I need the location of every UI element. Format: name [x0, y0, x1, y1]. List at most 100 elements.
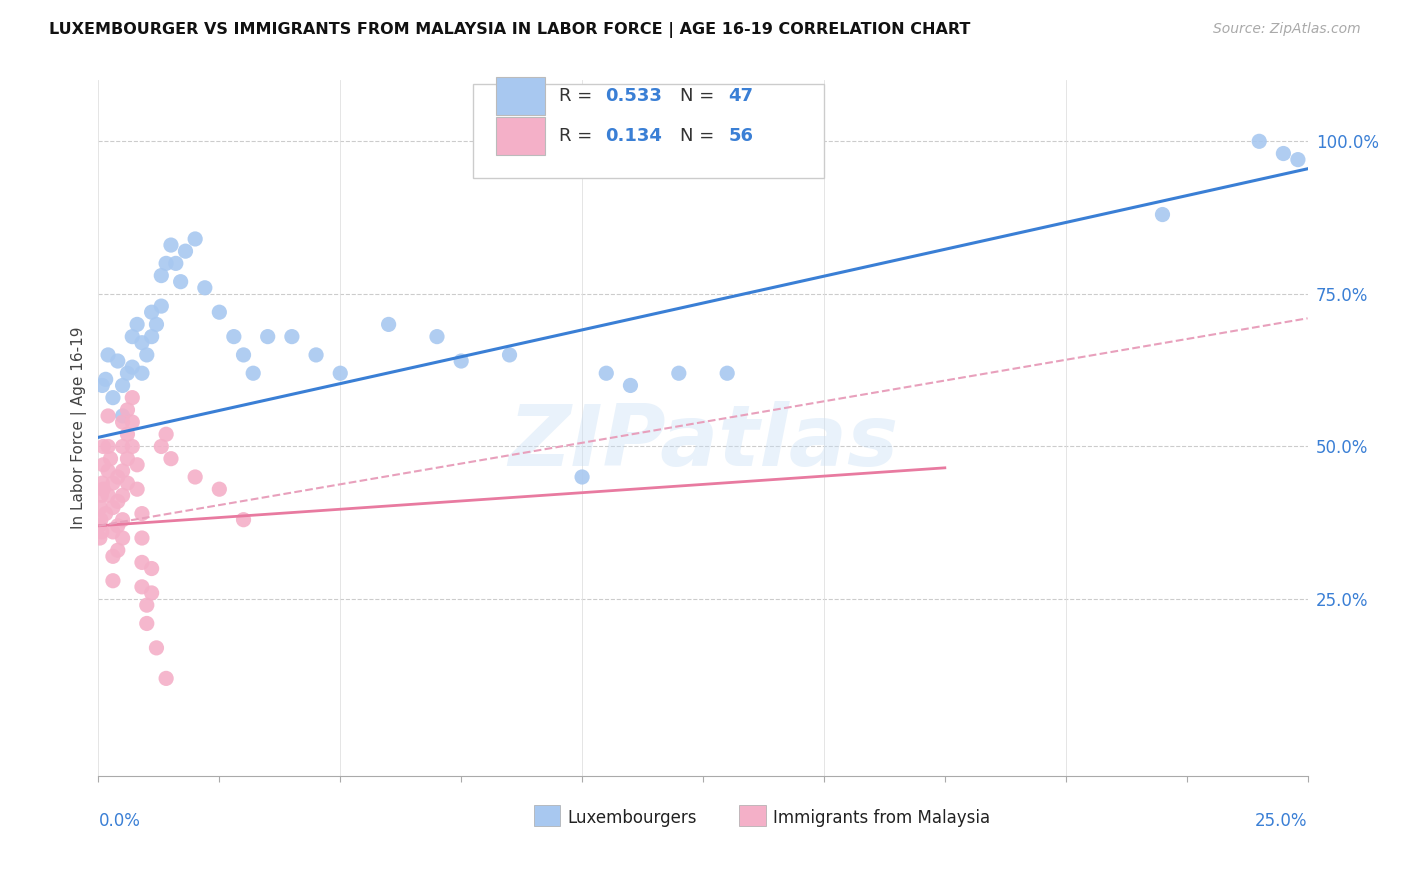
Text: 0.0%: 0.0%	[98, 813, 141, 830]
Point	[131, 366, 153, 380]
FancyBboxPatch shape	[496, 77, 544, 115]
Point	[117, 451, 139, 466]
Point	[668, 366, 690, 380]
Text: R =: R =	[560, 87, 598, 105]
Point	[111, 415, 134, 429]
Point	[107, 470, 129, 484]
Point	[94, 372, 117, 386]
Point	[90, 513, 112, 527]
Point	[127, 318, 149, 332]
Point	[377, 318, 399, 332]
Point	[141, 305, 163, 319]
Point	[145, 318, 167, 332]
Point	[101, 549, 124, 564]
Point	[426, 329, 449, 343]
Point	[150, 299, 173, 313]
Text: 47: 47	[728, 87, 754, 105]
Text: N =: N =	[681, 87, 720, 105]
Point	[145, 640, 167, 655]
Point	[141, 561, 163, 575]
Point	[89, 500, 111, 515]
Point	[716, 366, 738, 380]
FancyBboxPatch shape	[474, 84, 824, 178]
Point	[131, 507, 153, 521]
Point	[135, 616, 157, 631]
Point	[1249, 134, 1271, 148]
FancyBboxPatch shape	[534, 805, 561, 826]
Point	[89, 518, 111, 533]
Point	[107, 354, 129, 368]
Point	[101, 574, 124, 588]
Point	[131, 335, 153, 350]
Point	[184, 470, 207, 484]
Point	[111, 409, 134, 423]
Point	[160, 238, 183, 252]
Point	[111, 378, 134, 392]
Point	[571, 470, 593, 484]
Point	[94, 507, 117, 521]
Point	[174, 244, 197, 259]
Text: Immigrants from Malaysia: Immigrants from Malaysia	[773, 809, 990, 827]
Point	[160, 451, 183, 466]
FancyBboxPatch shape	[496, 117, 544, 155]
Point	[169, 275, 191, 289]
Y-axis label: In Labor Force | Age 16-19: In Labor Force | Age 16-19	[72, 326, 87, 530]
Point	[90, 488, 112, 502]
Point	[111, 531, 134, 545]
Text: 0.134: 0.134	[605, 127, 662, 145]
Point	[107, 518, 129, 533]
Point	[111, 488, 134, 502]
Point	[97, 440, 120, 454]
Point	[256, 329, 278, 343]
Point	[127, 482, 149, 496]
Point	[135, 348, 157, 362]
FancyBboxPatch shape	[740, 805, 766, 826]
Point	[111, 440, 134, 454]
Point	[97, 409, 120, 423]
Point	[121, 360, 143, 375]
Point	[107, 543, 129, 558]
Point	[101, 476, 124, 491]
Point	[498, 348, 520, 362]
Point	[131, 580, 153, 594]
Point	[117, 427, 139, 442]
Text: LUXEMBOURGER VS IMMIGRANTS FROM MALAYSIA IN LABOR FORCE | AGE 16-19 CORRELATION : LUXEMBOURGER VS IMMIGRANTS FROM MALAYSIA…	[49, 22, 970, 38]
Point	[121, 391, 143, 405]
Point	[131, 556, 153, 570]
Point	[111, 464, 134, 478]
Point	[97, 348, 120, 362]
Point	[1272, 146, 1295, 161]
Point	[232, 348, 254, 362]
Point	[131, 531, 153, 545]
Point	[1286, 153, 1309, 167]
Point	[208, 305, 231, 319]
Point	[595, 366, 617, 380]
Point	[194, 281, 217, 295]
Point	[150, 268, 173, 283]
Point	[89, 531, 111, 545]
Point	[165, 256, 187, 270]
Point	[121, 415, 143, 429]
Point	[155, 672, 177, 686]
Point	[1152, 208, 1174, 222]
Point	[619, 378, 641, 392]
Point	[91, 476, 114, 491]
Text: Source: ZipAtlas.com: Source: ZipAtlas.com	[1213, 22, 1361, 37]
Point	[100, 451, 122, 466]
Point	[305, 348, 328, 362]
Point	[90, 524, 112, 539]
Point	[111, 513, 134, 527]
Text: 56: 56	[728, 127, 754, 145]
Point	[208, 482, 231, 496]
Text: R =: R =	[560, 127, 598, 145]
Point	[329, 366, 352, 380]
Point	[101, 391, 124, 405]
Point	[117, 402, 139, 417]
Point	[101, 500, 124, 515]
Point	[117, 366, 139, 380]
Text: 25.0%: 25.0%	[1256, 813, 1308, 830]
Point	[242, 366, 264, 380]
Point	[150, 440, 173, 454]
Point	[97, 488, 120, 502]
Point	[184, 232, 207, 246]
